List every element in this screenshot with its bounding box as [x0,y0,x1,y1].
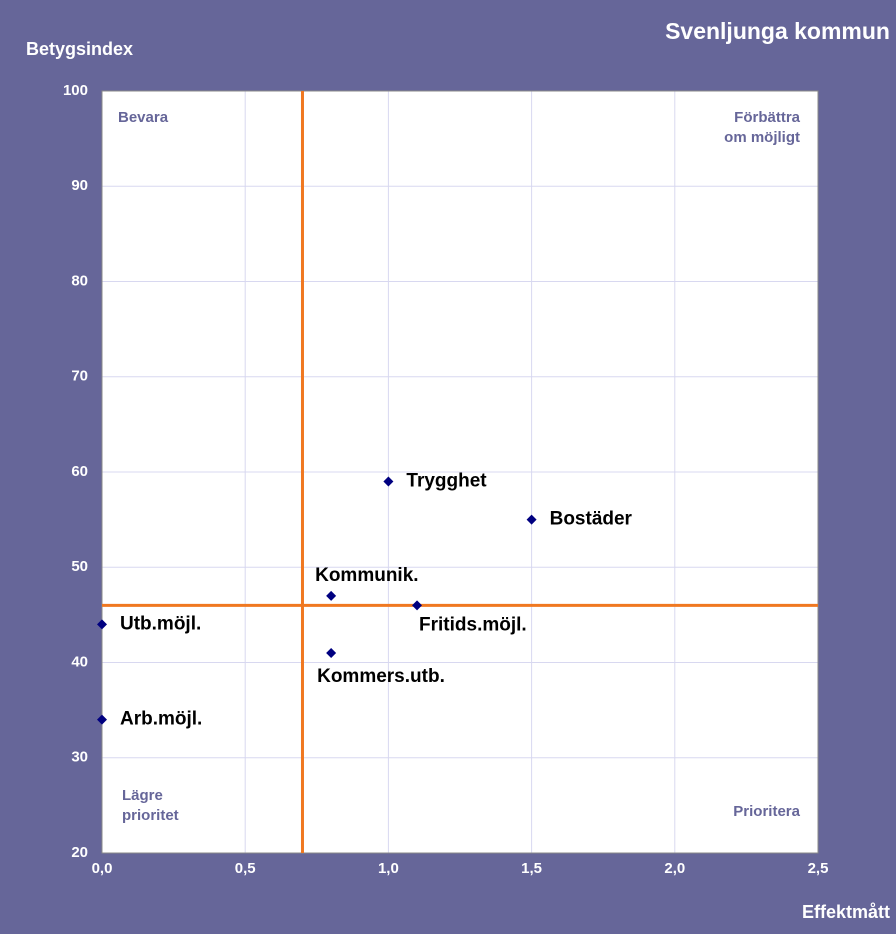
data-point [412,600,423,611]
y-tick-label: 70 [71,368,88,385]
quadrant-label: prioritet [122,807,179,824]
data-point [526,514,537,525]
y-tick-label: 20 [71,844,88,861]
y-tick-label: 80 [71,272,88,289]
point-label: Trygghet [406,471,487,492]
x-axis-label: Effektmått [802,902,890,922]
data-point [326,647,337,658]
point-label: Bostäder [550,509,633,530]
y-tick-label: 90 [71,177,88,194]
quadrant-label: Förbättra [734,109,800,126]
plot-border [101,90,819,854]
x-tick-label: 1,5 [521,860,542,877]
point-label: Utb.möjl. [120,613,201,634]
data-point [97,714,107,725]
quadrant-label: om möjligt [724,129,800,146]
y-tick-label: 60 [71,463,88,480]
data-point [383,476,394,487]
x-tick-label: 2,0 [664,860,685,877]
quadrant-label: Bevara [118,109,169,126]
x-tick-label: 0,0 [92,860,113,877]
quadrant-label: Lägre [122,787,163,804]
x-tick-label: 1,0 [378,860,399,877]
y-tick-label: 100 [63,82,88,99]
point-label: Arb.möjl. [120,709,202,730]
y-tick-label: 30 [71,749,88,766]
y-tick-label: 40 [71,653,88,670]
y-tick-label: 50 [71,558,88,575]
data-point [97,619,107,630]
point-label: Fritids.möjl. [419,614,527,635]
point-label: Kommunik. [315,565,418,586]
x-tick-label: 0,5 [235,860,256,877]
data-point [326,590,337,601]
y-axis-label: Betygsindex [26,39,133,59]
x-tick-label: 2,5 [808,860,829,877]
chart-title: Svenljunga kommun [665,18,890,44]
quadrant-label: Prioritera [733,803,800,820]
point-label: Kommers.utb. [317,666,445,687]
